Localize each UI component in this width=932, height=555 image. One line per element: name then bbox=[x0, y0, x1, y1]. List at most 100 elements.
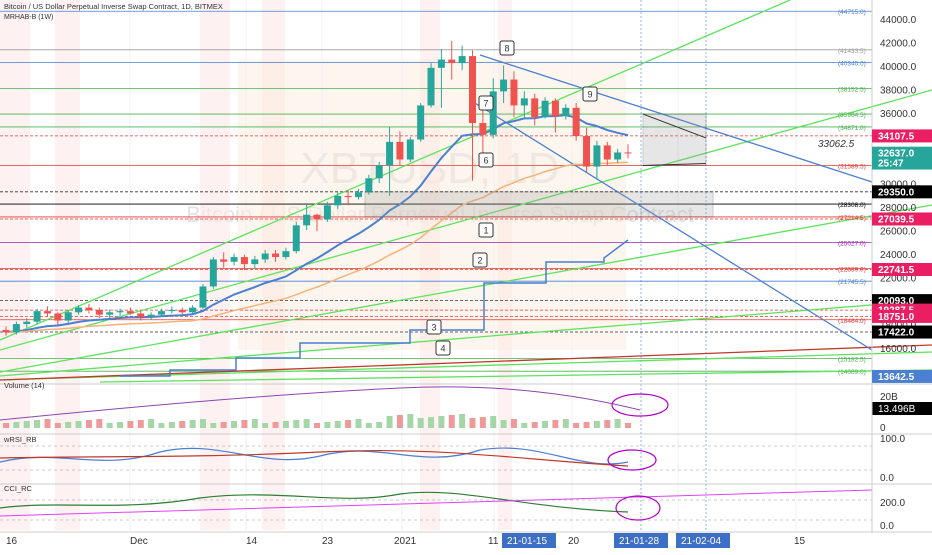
candle-body bbox=[240, 257, 248, 265]
candle-body bbox=[178, 309, 186, 313]
level-label: (38152.5) bbox=[838, 86, 866, 93]
time-highlight: 21-02-04 bbox=[681, 536, 721, 547]
volume-bar bbox=[604, 420, 611, 428]
volume-bar bbox=[500, 420, 507, 428]
level-labels: (44715.0) (41433.5) (40340.0) (38152.5) (359… bbox=[838, 9, 866, 376]
candle-body bbox=[479, 123, 487, 135]
candle-body bbox=[75, 307, 83, 313]
candle-body bbox=[593, 145, 601, 167]
volume-bar bbox=[417, 418, 424, 428]
chart-title: Bitcoin / US Dollar Perpetual Inverse Sw… bbox=[4, 2, 223, 11]
volume-bar bbox=[272, 422, 279, 428]
candle-body bbox=[272, 253, 280, 258]
volume-bar bbox=[117, 422, 124, 428]
volume-bar bbox=[189, 420, 196, 428]
boxes bbox=[364, 113, 714, 218]
level-label: (22839.0) bbox=[838, 266, 866, 273]
candle-body bbox=[220, 259, 228, 262]
trend-line bbox=[0, 204, 932, 373]
price-tick: 30000.0 bbox=[880, 180, 917, 191]
candle-body bbox=[417, 105, 425, 140]
volume-bar bbox=[438, 416, 445, 428]
cci-pane bbox=[0, 489, 873, 521]
price-tick: 28000.0 bbox=[880, 203, 917, 214]
trend-line bbox=[479, 54, 873, 183]
wave-label-box bbox=[582, 86, 598, 102]
volume-bar bbox=[282, 421, 289, 428]
candle-body bbox=[541, 100, 549, 118]
price-badge bbox=[872, 212, 932, 226]
volume-bar bbox=[542, 421, 549, 428]
candle-body bbox=[64, 312, 72, 321]
candle-body bbox=[458, 56, 466, 64]
price-badge-label: 18751.0 bbox=[878, 312, 915, 323]
volume-bar bbox=[44, 419, 51, 428]
consolidation-box bbox=[364, 191, 714, 218]
volume-tick-0: 0 bbox=[880, 423, 886, 434]
price-tick: 42000.0 bbox=[880, 39, 917, 50]
wave-label: 4 bbox=[440, 344, 445, 354]
wrsi-tick-0: 0.0 bbox=[880, 473, 894, 484]
price-axis[interactable]: 44000.042000.040000.038000.036000.034000… bbox=[871, 0, 932, 532]
volume-pane-title: Volume (14) bbox=[4, 381, 45, 390]
level-label: (18464.0) bbox=[838, 318, 866, 325]
volume-bar bbox=[3, 423, 9, 428]
volume-bar bbox=[365, 423, 372, 428]
price-badge bbox=[872, 325, 932, 339]
candle-body bbox=[531, 98, 539, 118]
shade-layer bbox=[0, 0, 626, 530]
volume-bar bbox=[614, 419, 621, 428]
candle-body bbox=[126, 311, 134, 314]
session-shade bbox=[55, 0, 80, 530]
candle-body bbox=[209, 259, 217, 287]
wrsi-line bbox=[0, 447, 629, 465]
price-badge-label: 22741.5 bbox=[878, 265, 915, 276]
time-tick: 15 bbox=[794, 536, 806, 547]
price-badge-label: 29350.0 bbox=[878, 187, 915, 198]
volume-bar bbox=[396, 415, 403, 428]
candle-body bbox=[437, 59, 445, 68]
cci-trend-line bbox=[0, 489, 873, 517]
level-label: (25027.0) bbox=[838, 241, 866, 248]
candle-body bbox=[386, 141, 394, 166]
candle-body bbox=[23, 321, 31, 325]
volume-bar bbox=[210, 423, 217, 428]
candle-body bbox=[603, 145, 611, 160]
volume-bar bbox=[262, 423, 269, 428]
trend-line bbox=[0, 0, 791, 341]
price-tick: 44000.0 bbox=[880, 15, 917, 26]
price-badge-label: 34107.5 bbox=[878, 131, 915, 142]
volume-bar bbox=[510, 419, 517, 428]
candle-body bbox=[551, 100, 559, 117]
wrsi-pane-title: wRSI_RB bbox=[3, 435, 37, 444]
volume-bar bbox=[469, 418, 476, 428]
volume-bar bbox=[459, 414, 466, 428]
candle-body bbox=[43, 311, 51, 314]
candle-body bbox=[489, 91, 497, 135]
volume-bar bbox=[314, 423, 320, 428]
wave-label-box bbox=[426, 319, 442, 335]
volume-bar bbox=[593, 421, 600, 428]
volume-tick-20b: 20B bbox=[880, 392, 898, 403]
time-tick: Dec bbox=[130, 536, 148, 547]
time-axis[interactable]: 16 Dec 14 23 2021 11 20 15 21-01-15 21-0… bbox=[6, 533, 806, 548]
level-label: (35964.5) bbox=[838, 112, 866, 119]
volume-bar bbox=[625, 423, 631, 428]
candle-body bbox=[12, 324, 20, 333]
price-badge bbox=[872, 185, 932, 199]
volume-bar bbox=[231, 421, 238, 428]
volume-bar bbox=[199, 419, 206, 428]
candle-body bbox=[562, 107, 570, 117]
volume-bar bbox=[324, 422, 331, 428]
volume-badge bbox=[872, 402, 932, 415]
level-label: (14089.0) bbox=[838, 369, 866, 376]
level-label: (28308.0) bbox=[838, 202, 866, 209]
candle-body bbox=[251, 259, 259, 265]
volume-bar bbox=[168, 422, 175, 428]
candle-body bbox=[344, 195, 352, 198]
time-tick: 23 bbox=[322, 536, 334, 547]
time-highlight-bg bbox=[676, 533, 730, 548]
price-badge bbox=[872, 262, 932, 276]
